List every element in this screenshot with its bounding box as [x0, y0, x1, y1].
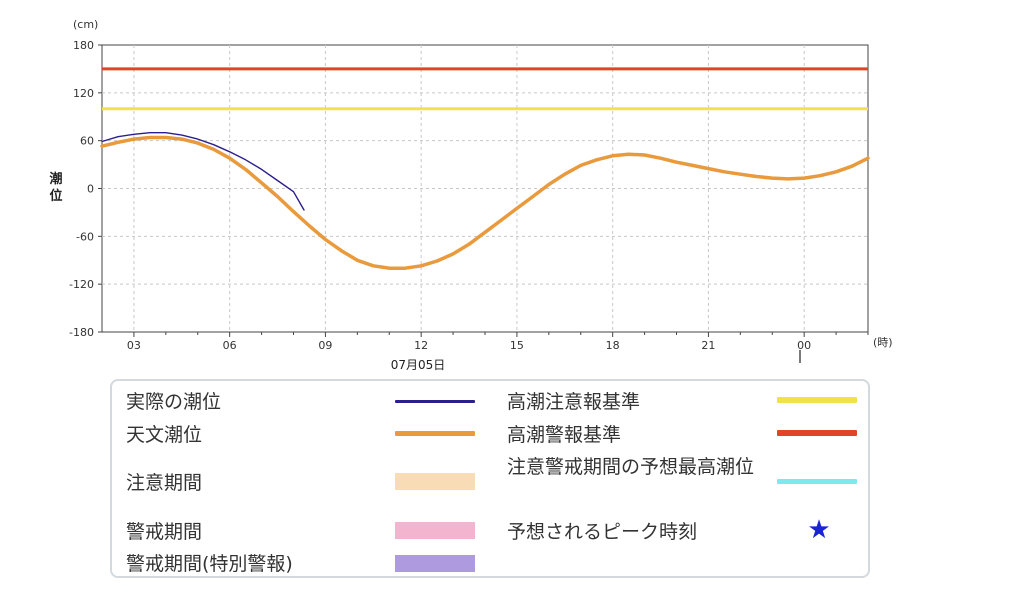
legend-swatch-warning-threshold [777, 430, 857, 436]
x-tick-label: 12 [414, 339, 428, 352]
x-tick-label: 09 [318, 339, 332, 352]
legend-swatch-actual-tide [395, 400, 475, 403]
legend-swatch-special-warning-period [395, 555, 475, 572]
y-tick-label: 60 [80, 135, 94, 148]
y-tick-label: -60 [76, 230, 94, 243]
grid [102, 45, 868, 332]
threshold-lines [102, 67, 868, 111]
date-label: 07月05日 [391, 358, 446, 372]
legend-label-special-warning-period: 警戒期間(特別警報) [126, 553, 293, 575]
y-tick-label: -120 [69, 278, 94, 291]
series-line-0 [101, 131, 305, 211]
y-axis-label: 潮位 [49, 171, 62, 204]
x-tick-label: 03 [127, 339, 141, 352]
legend-swatch-astronomical-tide [395, 431, 475, 436]
legend-label-warning-period: 警戒期間 [126, 521, 203, 543]
legend-label-astronomical-tide: 天文潮位 [126, 424, 203, 446]
legend-label-warning-threshold: 高潮警報基準 [507, 424, 622, 446]
x-tick-labels: 03 06 09 12 15 18 21 00 [127, 332, 869, 352]
y-tick-labels: 180 120 60 0 -60 -120 -180 [69, 39, 102, 339]
y-unit: (cm) [73, 18, 98, 31]
legend-swatch-predicted-max-tide [777, 479, 857, 484]
y-tick-label: 180 [73, 39, 94, 52]
x-tick-label: 00 [797, 339, 811, 352]
x-unit: (時) [873, 336, 893, 349]
series-line-1 [100, 135, 870, 270]
series-lines [100, 131, 870, 270]
legend-label-actual-tide: 実際の潮位 [126, 391, 222, 413]
legend-label-advisory-threshold: 高潮注意報基準 [507, 391, 641, 413]
legend-swatch-caution-period [395, 473, 475, 490]
legend: 実際の潮位 天文潮位 注意期間 警戒期間 警戒期間(特別警報) 高潮注意報基準 … [110, 379, 870, 578]
x-tick-label: 06 [223, 339, 237, 352]
x-tick-label: 21 [701, 339, 715, 352]
y-tick-label: -180 [69, 326, 94, 339]
y-tick-label: 120 [73, 87, 94, 100]
legend-swatch-warning-period [395, 522, 475, 539]
legend-label-caution-period: 注意期間 [126, 472, 203, 494]
legend-swatch-advisory-threshold [777, 397, 857, 403]
y-tick-label: 0 [87, 183, 94, 196]
tide-chart: 180 120 60 0 -60 -120 -180 03 06 09 12 15 18 21 00 (c… [49, 18, 893, 372]
x-tick-label: 18 [606, 339, 620, 352]
star-icon: ★ [807, 515, 831, 545]
legend-label-peak-time: 予想されるピーク時刻 [507, 521, 698, 543]
x-tick-label: 15 [510, 339, 524, 352]
legend-label-predicted-max-tide: 注意警戒期間の予想最高潮位 [507, 456, 755, 478]
